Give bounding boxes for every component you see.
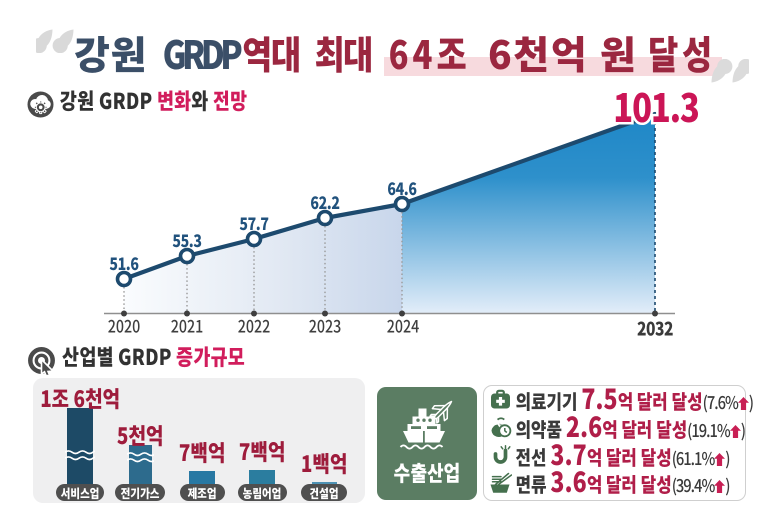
svg-text:2020: 2020 [108,313,141,338]
svg-text:2022: 2022 [238,313,271,338]
svg-text:2024: 2024 [387,313,420,338]
svg-text:2032: 2032 [637,316,673,342]
svg-text:101.3: 101.3 [613,78,699,134]
svg-text:62.2: 62.2 [310,190,339,214]
svg-text:51.6: 51.6 [109,251,139,275]
svg-text:57.7: 57.7 [239,211,268,235]
svg-text:55.3: 55.3 [172,228,201,252]
svg-text:2023: 2023 [309,313,342,338]
svg-text:64.6: 64.6 [387,176,417,200]
svg-text:2021: 2021 [171,313,204,338]
